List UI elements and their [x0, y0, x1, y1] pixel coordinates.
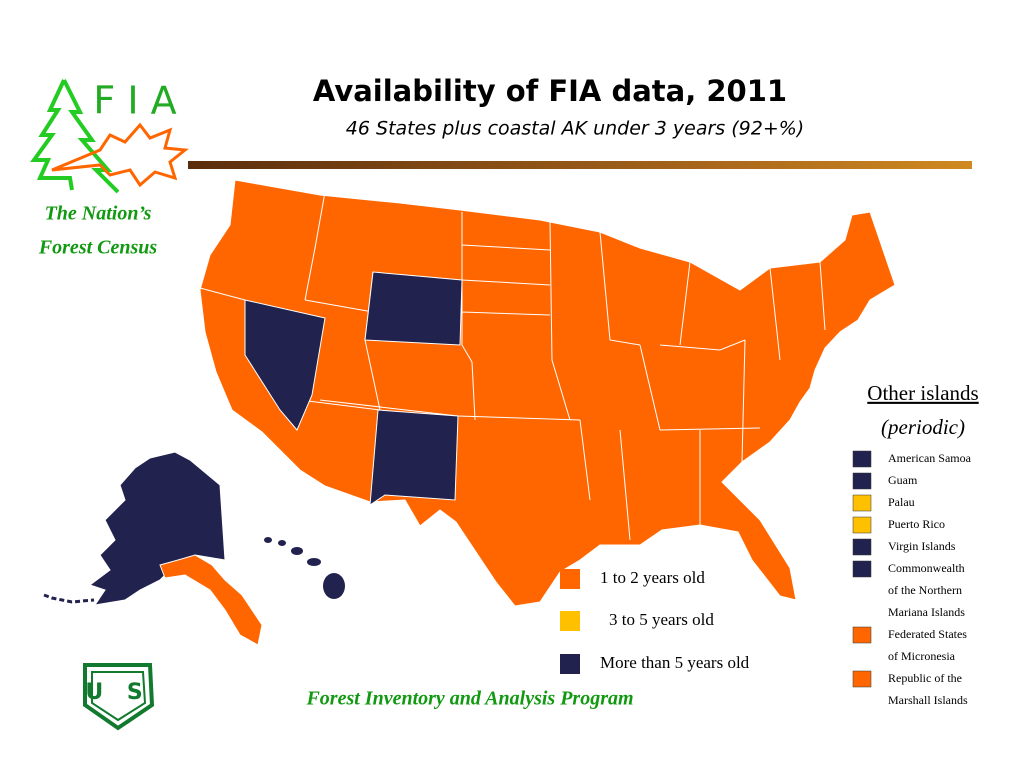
hawaii-island: [291, 547, 303, 555]
hawaii: [264, 537, 345, 599]
hawaii-island: [264, 537, 272, 543]
island-label: Mariana Islands: [888, 605, 965, 619]
island-swatch: [852, 626, 872, 644]
island-label: American Samoa: [888, 451, 972, 465]
island-label: of Micronesia: [888, 649, 956, 663]
legend-swatch: [560, 654, 580, 674]
aleutian-islands: [43, 593, 95, 604]
logo-leaf: [51, 122, 189, 188]
island-label: Federated States: [888, 627, 967, 641]
hawaii-island: [278, 540, 286, 546]
islands-title: Other islands: [867, 381, 978, 405]
legend-label: 1 to 2 years old: [600, 568, 705, 587]
aleutians: [43, 593, 95, 604]
logo-tagline: The Nation’s: [45, 203, 152, 225]
alaska: [88, 451, 226, 606]
island-swatch: [852, 516, 872, 534]
island-swatch: [852, 538, 872, 556]
island-swatch: [852, 450, 872, 468]
island-label: of the Northern: [888, 583, 962, 597]
island-swatch: [852, 494, 872, 512]
logo-letters: F I A: [93, 79, 176, 123]
island-swatch: [852, 472, 872, 490]
logo-tree: [62, 79, 120, 194]
legend-label: More than 5 years old: [600, 653, 750, 672]
nevada: [244, 299, 326, 431]
shield-letters: U S: [85, 680, 150, 705]
island-label: Republic of the: [888, 671, 962, 685]
island-label: Virgin Islands: [888, 539, 956, 553]
title-rule: [188, 161, 972, 169]
island-label: Palau: [888, 495, 915, 509]
island-swatch: [852, 560, 872, 578]
wyoming: [364, 271, 463, 346]
island-label: Puerto Rico: [888, 517, 945, 531]
coastal-alaska: [159, 554, 263, 646]
us-map: [43, 179, 896, 646]
hawaii-island: [323, 573, 345, 599]
island-label: Marshall Islands: [888, 693, 968, 707]
legend: 1 to 2 years old 3 to 5 years old More tha…: [560, 568, 750, 674]
footer: Forest Inventory and Analysis Program: [305, 688, 633, 710]
state-borders: [199, 191, 826, 541]
legend-label: 3 to 5 years old: [609, 610, 714, 629]
new-mexico: [369, 409, 459, 506]
legend-swatch: [560, 569, 580, 589]
logo-tree: [30, 79, 74, 191]
title: Availability of FIA data, 2011: [313, 74, 787, 108]
islands-list: American Samoa Guam Palau Puerto Rico Virgin…: [852, 450, 972, 707]
hawaii-island: [307, 558, 321, 566]
subtitle: 46 States plus coastal AK under 3 years …: [346, 118, 804, 140]
island-swatch: [852, 670, 872, 688]
legend-swatch: [560, 611, 580, 631]
logo-tagline: Forest Census: [38, 237, 158, 259]
islands-subtitle: (periodic): [881, 415, 965, 439]
usfs-shield: U S: [83, 663, 155, 731]
island-label: Guam: [888, 473, 918, 487]
island-label: Commonwealth: [888, 561, 965, 575]
fia-logo: F I A: [30, 79, 189, 194]
